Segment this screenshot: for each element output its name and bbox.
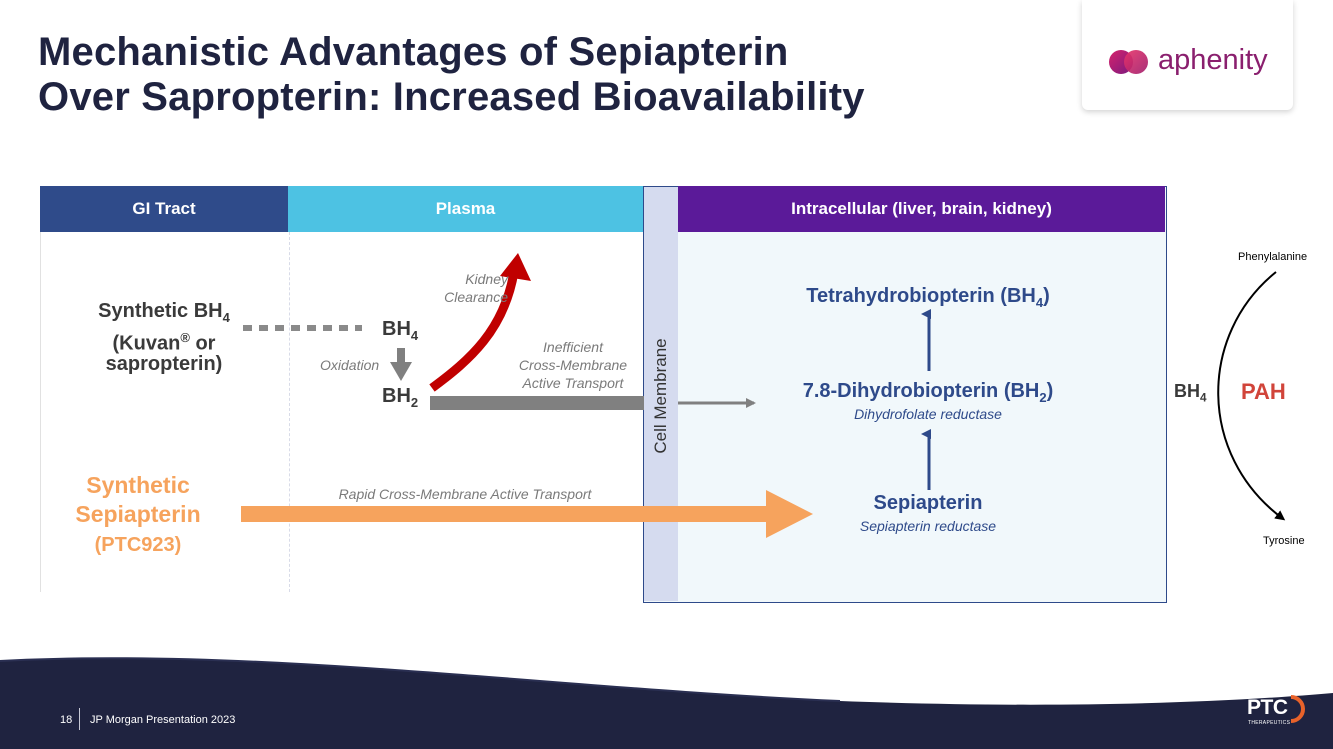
kuvan-registered-mark: ®	[180, 330, 190, 345]
header-intracellular-label: Intracellular (liver, brain, kidney)	[791, 199, 1052, 218]
kidney-clearance-label: Kidney Clearance	[418, 270, 508, 306]
header-gi-tract: GI Tract	[40, 186, 288, 232]
synthetic-sepiapterin-line-2: Sepiapterin	[75, 501, 201, 527]
footer-wave	[0, 657, 1333, 749]
tyrosine-label: Tyrosine	[1263, 535, 1305, 547]
gi-column	[40, 232, 290, 592]
inefficient-line-3: Active Transport	[522, 375, 624, 391]
cell-membrane	[644, 187, 678, 601]
kidney-clearance-line-1: Kidney	[465, 271, 508, 287]
kuvan-text: (Kuvan	[112, 332, 181, 355]
ptc-logo-arc-icon	[1290, 695, 1305, 723]
tetrahydrobiopterin-label: Tetrahydrobiopterin (BH4)	[780, 285, 1076, 310]
ptc-logo-subtext: THERAPEUTICS	[1248, 720, 1291, 726]
title-line-2: Over Sapropterin: Increased Bioavailabil…	[38, 75, 865, 119]
sepiapterin-label: Sepiapterin	[873, 492, 983, 514]
footer-divider	[79, 708, 80, 730]
header-intracellular: Intracellular (liver, brain, kidney)	[678, 186, 1165, 232]
sepiapterin-reductase-label: Sepiapterin reductase	[859, 518, 997, 534]
kidney-clearance-line-2: Clearance	[444, 289, 508, 305]
synthetic-bh4-name: Synthetic BH	[98, 300, 223, 322]
header-plasma: Plasma	[288, 186, 643, 232]
inefficient-line-1: Inefficient	[543, 339, 603, 355]
header-gi-tract-label: GI Tract	[132, 199, 196, 218]
synthetic-bh4-sub: 4	[222, 310, 230, 325]
inefficient-transport-label: Inefficient Cross-Membrane Active Transp…	[506, 338, 640, 392]
plasma-bh4-label: BH4	[382, 318, 418, 343]
ptc923-label: (PTC923)	[94, 534, 182, 556]
oxidation-label: Oxidation	[320, 357, 380, 373]
aphenity-logo-icon	[1109, 50, 1148, 74]
thb-text: Tetrahydrobiopterin (BH	[806, 285, 1036, 307]
pah-bh4-text: BH	[1174, 381, 1200, 401]
dhb-sub: 2	[1039, 390, 1047, 405]
pah-bh4-sub: 4	[1200, 391, 1207, 405]
plasma-bh2-text: BH	[382, 385, 411, 407]
pah-bh4-label: BH4	[1174, 381, 1207, 405]
intracellular-panel	[643, 186, 1167, 603]
ptc-logo: PTC THERAPEUTICS	[1247, 695, 1309, 736]
header-plasma-label: Plasma	[435, 199, 496, 218]
kuvan-or: or	[189, 332, 216, 355]
dihydrobiopterin-label: 7.8-Dihydrobiopterin (BH2)	[780, 380, 1076, 405]
title-line-1: Mechanistic Advantages of Sepiapterin	[38, 30, 789, 74]
footer-page-number: 18	[60, 714, 73, 726]
aphenity-logo-text: aphenity	[1158, 44, 1268, 76]
dihydrofolate-reductase-label: Dihydrofolate reductase	[854, 406, 1002, 422]
dhb-text: 7.8-Dihydrobiopterin (BH	[802, 380, 1040, 402]
synthetic-sepiapterin-line-1: Synthetic	[86, 472, 190, 498]
thb-end: )	[1043, 285, 1050, 307]
rapid-transport-label: Rapid Cross-Membrane Active Transport	[338, 486, 592, 502]
kuvan-label: (Kuvan® or	[40, 326, 288, 356]
ptc-logo-text: PTC	[1247, 696, 1288, 719]
aphenity-logo-card: aphenity	[1082, 0, 1293, 110]
page-title: Mechanistic Advantages of Sepiapterin Ov…	[38, 30, 865, 120]
inefficient-line-2: Cross-Membrane	[518, 357, 628, 373]
plasma-bh4-text: BH	[382, 318, 411, 340]
pah-enzyme-label: PAH	[1241, 379, 1286, 404]
thb-sub: 4	[1035, 295, 1044, 310]
phenylalanine-label: Phenylalanine	[1238, 251, 1308, 263]
plasma-bh2-label: BH2	[382, 385, 418, 410]
plasma-bh4-sub: 4	[410, 328, 419, 343]
sapropterin-label: sapropterin)	[105, 353, 223, 375]
cell-membrane-label: Cell Membrane	[651, 338, 670, 454]
dhb-end: )	[1046, 380, 1054, 402]
footer-event-label: JP Morgan Presentation 2023	[90, 714, 236, 726]
plasma-bh2-sub: 2	[410, 395, 419, 410]
synthetic-bh4-label: Synthetic BH4	[40, 298, 288, 331]
